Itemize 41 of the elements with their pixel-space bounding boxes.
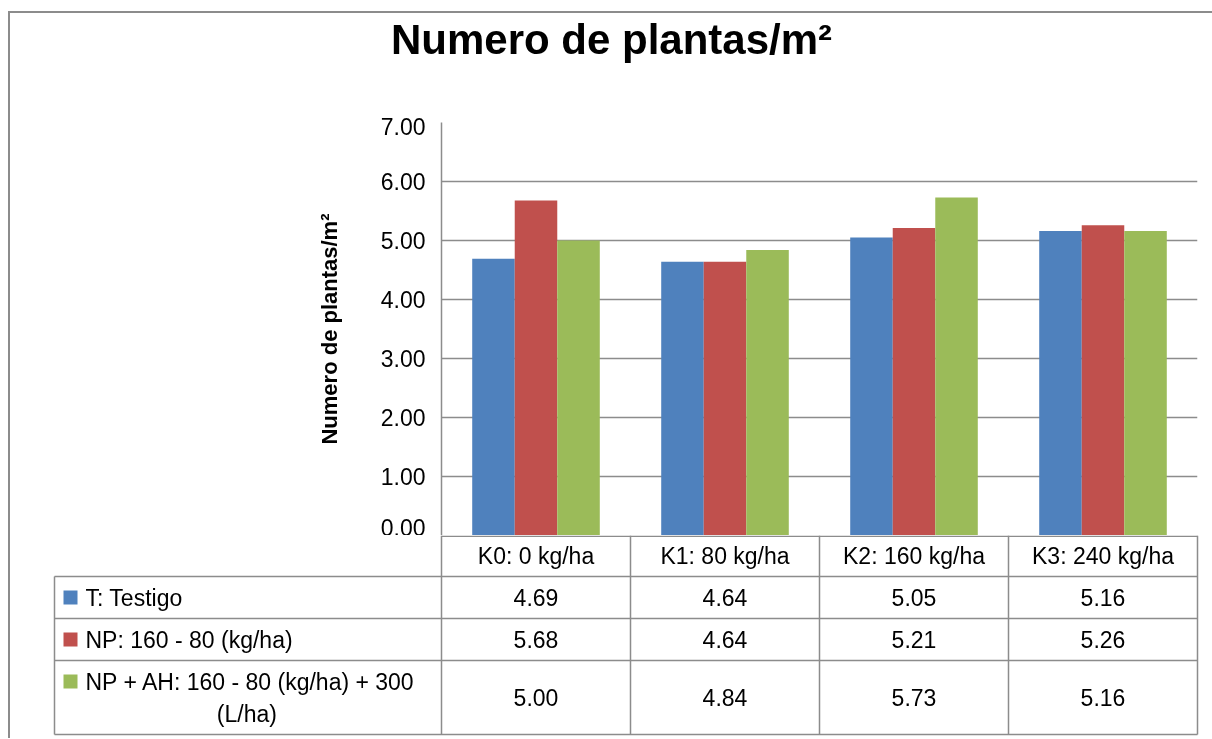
bar — [514, 200, 558, 535]
data-label: 5.05 — [891, 585, 937, 611]
data-label: 5.16 — [1080, 585, 1126, 611]
x-tick-label: K0: 0 kg/ha — [477, 543, 595, 569]
y-tick-label: 1.00 — [380, 464, 426, 490]
data-label: 5.73 — [891, 685, 937, 711]
x-tick-label: K2: 160 kg/ha — [843, 543, 986, 569]
data-label: 4.69 — [513, 585, 559, 611]
data-label: 5.68 — [513, 627, 559, 653]
x-tick-label: K1: 80 kg/ha — [660, 543, 790, 569]
data-label: 5.21 — [891, 627, 937, 653]
y-tick-label: 5.00 — [380, 228, 426, 254]
data-label: 5.00 — [513, 685, 559, 711]
bar — [661, 261, 704, 535]
legend-label: NP: 160 - 80 (kg/ha) — [85, 626, 293, 653]
y-axis-title: Numero de plantas/m² — [316, 213, 342, 445]
bar — [1124, 231, 1167, 535]
y-tick-label: 2.00 — [380, 405, 426, 431]
bar — [1081, 225, 1125, 535]
bar — [472, 258, 515, 535]
bar — [850, 237, 893, 535]
y-tick-label: 4.00 — [380, 287, 426, 313]
bar — [892, 228, 936, 535]
y-tick-label: 6.00 — [380, 169, 426, 195]
data-label: 4.84 — [702, 685, 748, 711]
data-label: 5.16 — [1080, 685, 1126, 711]
bar — [935, 197, 978, 535]
data-label: 4.64 — [702, 627, 748, 653]
bar — [703, 261, 747, 535]
legend-label: T: Testigo — [85, 584, 183, 611]
y-tick-label: 0.00 — [380, 514, 426, 541]
bar — [557, 240, 600, 535]
bar — [1039, 231, 1082, 535]
y-tick-label: 3.00 — [380, 346, 426, 372]
x-tick-label: K3: 240 kg/ha — [1032, 543, 1175, 569]
data-label: 4.64 — [702, 585, 748, 611]
bar — [746, 249, 789, 535]
chart-title: Numero de plantas/m² — [390, 15, 833, 63]
legend-label: NP + AH: 160 - 80 (kg/ha) + 300 (L/ha) — [85, 668, 414, 727]
y-tick-label: 7.00 — [380, 113, 426, 140]
data-label: 5.26 — [1080, 627, 1126, 653]
